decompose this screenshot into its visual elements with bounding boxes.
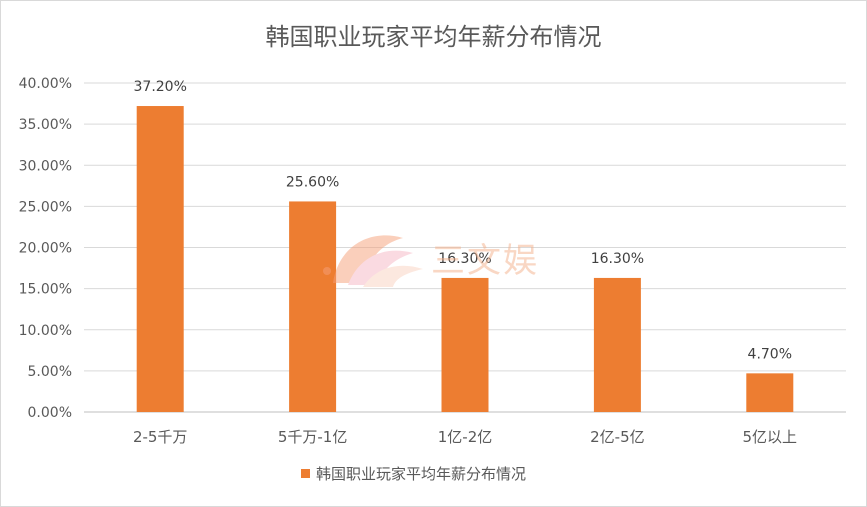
legend-swatch — [301, 469, 310, 478]
y-tick-label: 30.00% — [19, 158, 72, 174]
data-label: 16.30% — [438, 251, 491, 267]
watermark: 三文娱 — [313, 223, 563, 293]
legend-label: 韩国职业玩家平均年薪分布情况 — [316, 465, 527, 483]
watermark-text: 三文娱 — [431, 241, 539, 281]
x-tick-label: 2-5千万 — [133, 428, 188, 446]
x-tick-label: 5千万-1亿 — [278, 428, 348, 446]
y-tick-label: 5.00% — [28, 364, 72, 380]
x-tick-label: 5亿以上 — [743, 428, 798, 446]
y-tick-label: 15.00% — [19, 282, 72, 298]
y-tick-label: 20.00% — [19, 241, 72, 257]
x-tick-label: 1亿-2亿 — [438, 428, 493, 446]
data-label: 37.20% — [134, 79, 187, 95]
y-tick-label: 25.00% — [19, 199, 72, 215]
x-tick-label: 2亿-5亿 — [590, 428, 645, 446]
peach-fan-logo-icon — [323, 235, 423, 287]
y-tick-label: 40.00% — [19, 76, 72, 92]
data-label: 4.70% — [748, 346, 792, 362]
data-label: 16.30% — [591, 251, 644, 267]
y-tick-label: 10.00% — [19, 323, 72, 339]
chart-title: 韩国职业玩家平均年薪分布情况 — [265, 23, 602, 51]
y-tick-label: 35.00% — [19, 117, 72, 133]
bar — [136, 106, 184, 412]
legend: 韩国职业玩家平均年薪分布情况 — [301, 463, 526, 484]
bar — [593, 277, 641, 412]
bar — [746, 373, 794, 412]
data-label: 25.60% — [286, 174, 339, 190]
y-tick-label: 0.00% — [28, 405, 72, 421]
bar — [289, 201, 337, 412]
bar — [441, 277, 489, 412]
